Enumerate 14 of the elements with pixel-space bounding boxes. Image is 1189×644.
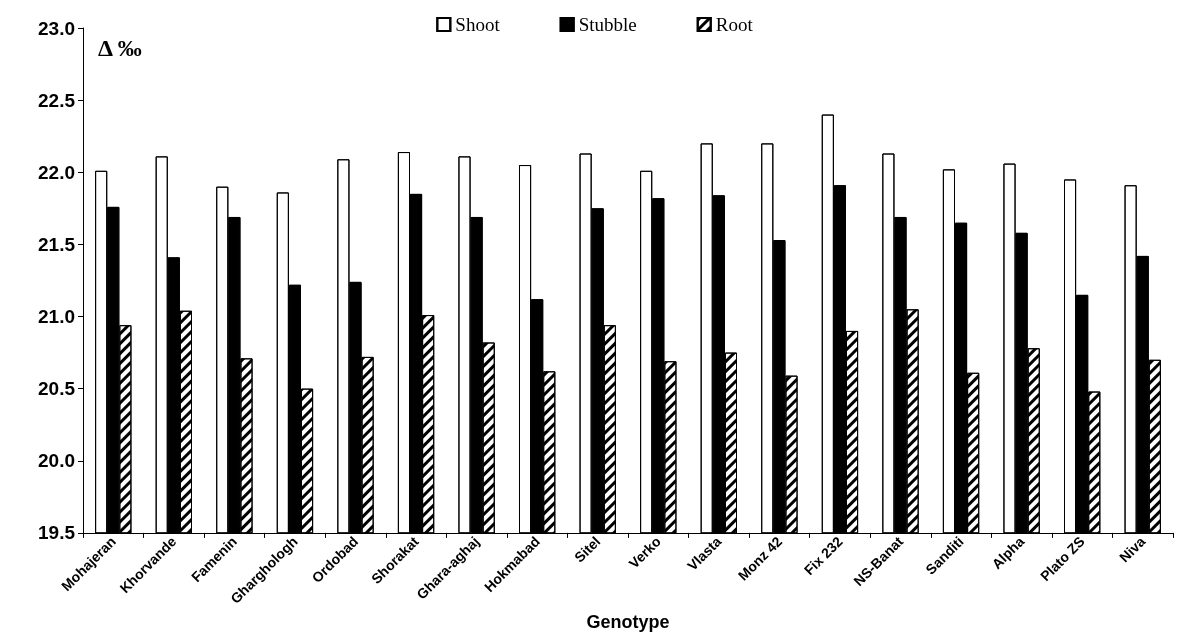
legend-label: Root — [715, 14, 754, 35]
y-tick-label: 21.5 — [38, 233, 76, 255]
legend-label: Stubble — [578, 14, 637, 35]
y-tick-label: 22.5 — [38, 89, 76, 111]
y-tick-label: 23.0 — [38, 17, 75, 39]
x-tick-label: Fix 232 — [800, 533, 846, 579]
y-tick-label: 19.5 — [38, 522, 76, 544]
y-tick-label: 20.5 — [38, 378, 76, 400]
y-tick-label: 22.0 — [38, 161, 75, 183]
y-tick-label: 20.0 — [38, 450, 75, 472]
x-axis-title: Genotype — [586, 612, 670, 632]
y-tick-label: 21.0 — [38, 306, 75, 328]
legend-label: Shoot — [455, 14, 501, 35]
y-axis-title: Δ ‰ — [98, 35, 142, 61]
